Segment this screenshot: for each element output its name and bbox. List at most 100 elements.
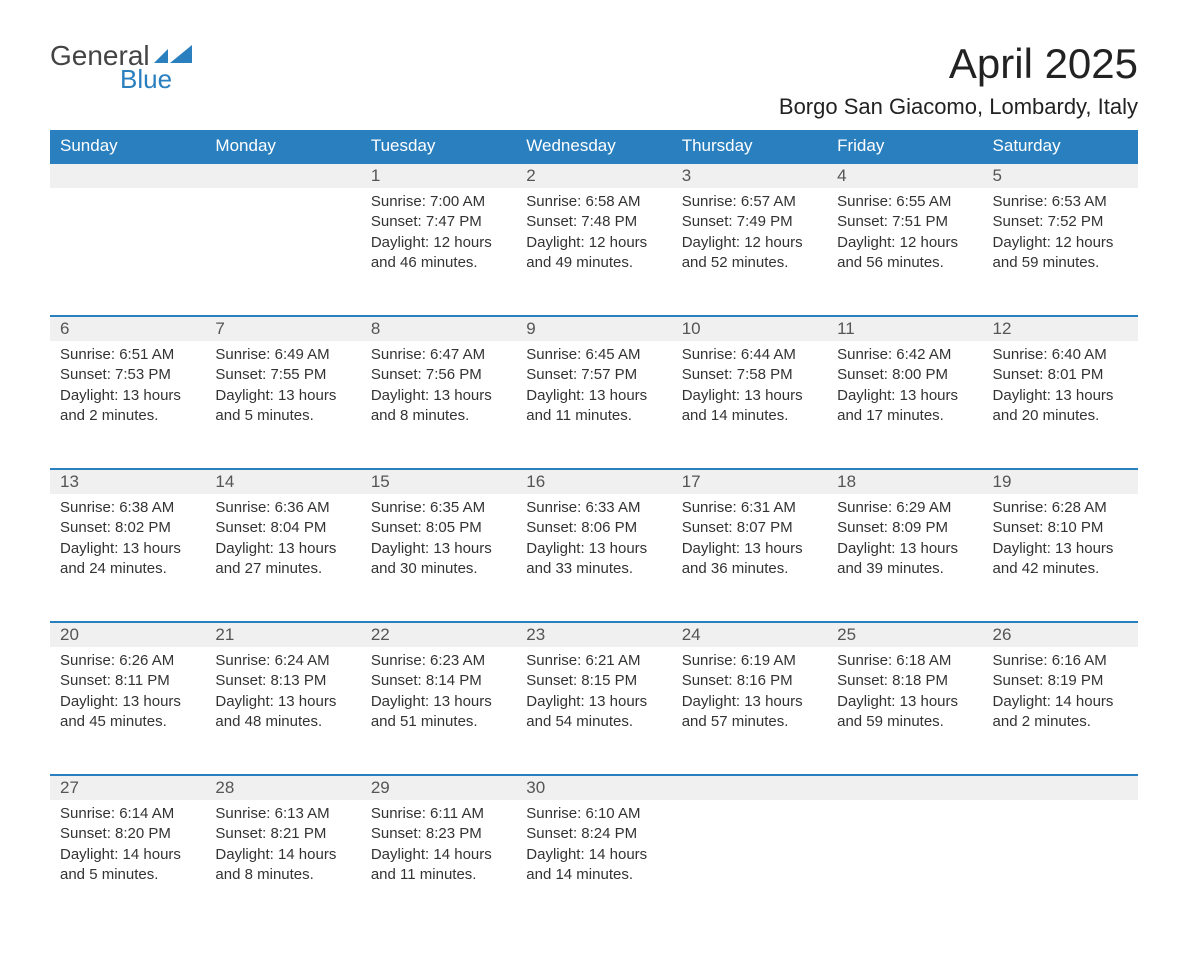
day1-text: Daylight: 13 hours: [215, 692, 350, 712]
month-title: April 2025: [779, 40, 1138, 88]
day2-text: and 8 minutes.: [371, 406, 506, 426]
calendar-cell: Sunrise: 6:36 AMSunset: 8:04 PMDaylight:…: [205, 494, 360, 622]
sunrise-text: Sunrise: 6:14 AM: [60, 804, 195, 824]
sunrise-text: Sunrise: 6:21 AM: [526, 651, 661, 671]
week-row: Sunrise: 6:51 AMSunset: 7:53 PMDaylight:…: [50, 341, 1138, 469]
day2-text: and 11 minutes.: [526, 406, 661, 426]
day-number: 26: [983, 622, 1138, 647]
day-number: 27: [50, 775, 205, 800]
day1-text: Daylight: 12 hours: [526, 233, 661, 253]
sunrise-text: Sunrise: 6:40 AM: [993, 345, 1128, 365]
day2-text: and 49 minutes.: [526, 253, 661, 273]
day1-text: Daylight: 13 hours: [215, 386, 350, 406]
day-number-row: 13141516171819: [50, 469, 1138, 494]
week-row: Sunrise: 6:38 AMSunset: 8:02 PMDaylight:…: [50, 494, 1138, 622]
calendar-cell: [50, 188, 205, 316]
day1-text: Daylight: 12 hours: [837, 233, 972, 253]
sunrise-text: Sunrise: 6:36 AM: [215, 498, 350, 518]
day-header: Wednesday: [516, 130, 671, 163]
day-number: [983, 775, 1138, 800]
calendar-cell: Sunrise: 6:29 AMSunset: 8:09 PMDaylight:…: [827, 494, 982, 622]
sunset-text: Sunset: 8:20 PM: [60, 824, 195, 844]
sunrise-text: Sunrise: 6:10 AM: [526, 804, 661, 824]
day1-text: Daylight: 13 hours: [526, 386, 661, 406]
day2-text: and 36 minutes.: [682, 559, 817, 579]
sunrise-text: Sunrise: 6:24 AM: [215, 651, 350, 671]
day-number: 15: [361, 469, 516, 494]
sunrise-text: Sunrise: 6:13 AM: [215, 804, 350, 824]
day2-text: and 52 minutes.: [682, 253, 817, 273]
day2-text: and 14 minutes.: [526, 865, 661, 885]
day-number: 5: [983, 163, 1138, 188]
day2-text: and 45 minutes.: [60, 712, 195, 732]
day1-text: Daylight: 13 hours: [837, 539, 972, 559]
calendar-cell: Sunrise: 6:42 AMSunset: 8:00 PMDaylight:…: [827, 341, 982, 469]
calendar-cell: Sunrise: 6:55 AMSunset: 7:51 PMDaylight:…: [827, 188, 982, 316]
sunset-text: Sunset: 8:14 PM: [371, 671, 506, 691]
sunset-text: Sunset: 8:11 PM: [60, 671, 195, 691]
day1-text: Daylight: 14 hours: [993, 692, 1128, 712]
day-header: Sunday: [50, 130, 205, 163]
sunset-text: Sunset: 7:52 PM: [993, 212, 1128, 232]
day-number: 2: [516, 163, 671, 188]
day2-text: and 48 minutes.: [215, 712, 350, 732]
day2-text: and 51 minutes.: [371, 712, 506, 732]
day-number: 23: [516, 622, 671, 647]
calendar-cell: Sunrise: 6:21 AMSunset: 8:15 PMDaylight:…: [516, 647, 671, 775]
day-number: 7: [205, 316, 360, 341]
day-number-row: 12345: [50, 163, 1138, 188]
logo-text-blue: Blue: [120, 64, 172, 95]
day1-text: Daylight: 12 hours: [682, 233, 817, 253]
day1-text: Daylight: 13 hours: [60, 386, 195, 406]
day2-text: and 27 minutes.: [215, 559, 350, 579]
calendar-cell: Sunrise: 6:44 AMSunset: 7:58 PMDaylight:…: [672, 341, 827, 469]
calendar-cell: Sunrise: 6:33 AMSunset: 8:06 PMDaylight:…: [516, 494, 671, 622]
day1-text: Daylight: 13 hours: [993, 539, 1128, 559]
calendar-cell: Sunrise: 6:38 AMSunset: 8:02 PMDaylight:…: [50, 494, 205, 622]
sunrise-text: Sunrise: 6:19 AM: [682, 651, 817, 671]
day1-text: Daylight: 13 hours: [371, 692, 506, 712]
calendar-cell: Sunrise: 6:45 AMSunset: 7:57 PMDaylight:…: [516, 341, 671, 469]
sunrise-text: Sunrise: 6:35 AM: [371, 498, 506, 518]
sunrise-text: Sunrise: 6:53 AM: [993, 192, 1128, 212]
day1-text: Daylight: 13 hours: [682, 386, 817, 406]
calendar-cell: Sunrise: 6:13 AMSunset: 8:21 PMDaylight:…: [205, 800, 360, 928]
day-number: 1: [361, 163, 516, 188]
day1-text: Daylight: 14 hours: [60, 845, 195, 865]
day-number-row: 6789101112: [50, 316, 1138, 341]
sunset-text: Sunset: 8:04 PM: [215, 518, 350, 538]
day2-text: and 5 minutes.: [215, 406, 350, 426]
day-number: 13: [50, 469, 205, 494]
calendar-cell: Sunrise: 6:14 AMSunset: 8:20 PMDaylight:…: [50, 800, 205, 928]
sunset-text: Sunset: 7:55 PM: [215, 365, 350, 385]
day1-text: Daylight: 13 hours: [526, 692, 661, 712]
calendar-cell: Sunrise: 6:24 AMSunset: 8:13 PMDaylight:…: [205, 647, 360, 775]
calendar-cell: Sunrise: 6:57 AMSunset: 7:49 PMDaylight:…: [672, 188, 827, 316]
day2-text: and 33 minutes.: [526, 559, 661, 579]
day-number: [827, 775, 982, 800]
day1-text: Daylight: 14 hours: [526, 845, 661, 865]
sunrise-text: Sunrise: 6:38 AM: [60, 498, 195, 518]
day-number: [205, 163, 360, 188]
sunset-text: Sunset: 7:57 PM: [526, 365, 661, 385]
day-number: 28: [205, 775, 360, 800]
calendar-cell: Sunrise: 6:28 AMSunset: 8:10 PMDaylight:…: [983, 494, 1138, 622]
day-number: 16: [516, 469, 671, 494]
day1-text: Daylight: 13 hours: [993, 386, 1128, 406]
sunset-text: Sunset: 8:07 PM: [682, 518, 817, 538]
sunset-text: Sunset: 7:58 PM: [682, 365, 817, 385]
day2-text: and 57 minutes.: [682, 712, 817, 732]
calendar-cell: Sunrise: 6:16 AMSunset: 8:19 PMDaylight:…: [983, 647, 1138, 775]
sunrise-text: Sunrise: 6:57 AM: [682, 192, 817, 212]
day-number: 24: [672, 622, 827, 647]
location: Borgo San Giacomo, Lombardy, Italy: [779, 94, 1138, 120]
sunrise-text: Sunrise: 6:28 AM: [993, 498, 1128, 518]
day2-text: and 39 minutes.: [837, 559, 972, 579]
sunset-text: Sunset: 7:48 PM: [526, 212, 661, 232]
day-number: 30: [516, 775, 671, 800]
calendar-cell: Sunrise: 6:10 AMSunset: 8:24 PMDaylight:…: [516, 800, 671, 928]
sunrise-text: Sunrise: 6:29 AM: [837, 498, 972, 518]
day-number-row: 20212223242526: [50, 622, 1138, 647]
sunset-text: Sunset: 8:13 PM: [215, 671, 350, 691]
day2-text: and 56 minutes.: [837, 253, 972, 273]
